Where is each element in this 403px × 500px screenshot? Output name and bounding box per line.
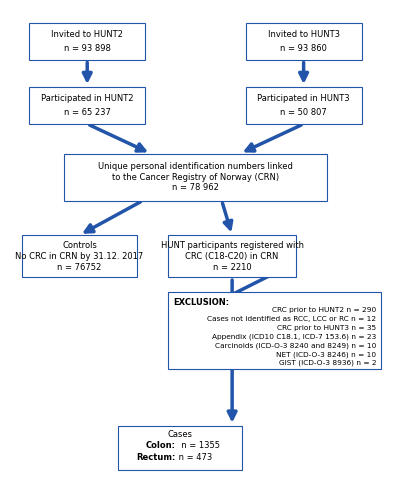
FancyBboxPatch shape — [29, 22, 145, 60]
Text: CRC (C18-C20) in CRN: CRC (C18-C20) in CRN — [185, 252, 279, 260]
Text: EXCLUSION:: EXCLUSION: — [173, 298, 229, 307]
Text: n = 93 898: n = 93 898 — [64, 44, 111, 52]
Text: to the Cancer Registry of Norway (CRN): to the Cancer Registry of Norway (CRN) — [112, 172, 279, 182]
FancyBboxPatch shape — [29, 87, 145, 124]
Text: n = 78 962: n = 78 962 — [172, 184, 219, 192]
Text: n = 50 807: n = 50 807 — [280, 108, 327, 117]
Text: GIST (ICD-O-3 8936) n = 2: GIST (ICD-O-3 8936) n = 2 — [278, 360, 376, 366]
Text: CRC prior to HUNT2 n = 290: CRC prior to HUNT2 n = 290 — [272, 307, 376, 313]
FancyBboxPatch shape — [64, 154, 327, 200]
Text: Cases not identified as RCC, LCC or RC n = 12: Cases not identified as RCC, LCC or RC n… — [207, 316, 376, 322]
Text: CRC prior to HUNT3 n = 35: CRC prior to HUNT3 n = 35 — [277, 324, 376, 330]
Text: Unique personal identification numbers linked: Unique personal identification numbers l… — [98, 162, 293, 170]
FancyBboxPatch shape — [168, 235, 296, 277]
FancyBboxPatch shape — [21, 235, 137, 277]
Text: Participated in HUNT3: Participated in HUNT3 — [257, 94, 350, 103]
Text: n = 1355: n = 1355 — [176, 442, 220, 450]
Text: n = 76752: n = 76752 — [57, 262, 102, 272]
Text: n = 93 860: n = 93 860 — [280, 44, 327, 52]
Text: Appendix (ICD10 C18.1, ICD-7 153.6) n = 23: Appendix (ICD10 C18.1, ICD-7 153.6) n = … — [212, 334, 376, 340]
FancyBboxPatch shape — [118, 426, 242, 470]
Text: n = 473: n = 473 — [176, 453, 212, 462]
Text: Controls: Controls — [62, 241, 97, 250]
Text: n = 2210: n = 2210 — [213, 262, 251, 272]
FancyBboxPatch shape — [246, 22, 361, 60]
Text: Invited to HUNT2: Invited to HUNT2 — [51, 30, 123, 38]
FancyBboxPatch shape — [168, 292, 381, 368]
Text: Carcinoids (ICD-O-3 8240 and 8249) n = 10: Carcinoids (ICD-O-3 8240 and 8249) n = 1… — [215, 342, 376, 348]
Text: n = 65 237: n = 65 237 — [64, 108, 111, 117]
Text: Rectum:: Rectum: — [137, 453, 176, 462]
Text: No CRC in CRN by 31.12. 2017: No CRC in CRN by 31.12. 2017 — [15, 252, 143, 260]
Text: Cases: Cases — [168, 430, 193, 439]
Text: HUNT participants registered with: HUNT participants registered with — [161, 241, 303, 250]
Text: NET (ICD-O-3 8246) n = 10: NET (ICD-O-3 8246) n = 10 — [276, 351, 376, 358]
Text: Invited to HUNT3: Invited to HUNT3 — [268, 30, 340, 38]
Text: Colon:: Colon: — [146, 442, 176, 450]
FancyBboxPatch shape — [246, 87, 361, 124]
Text: Participated in HUNT2: Participated in HUNT2 — [41, 94, 133, 103]
